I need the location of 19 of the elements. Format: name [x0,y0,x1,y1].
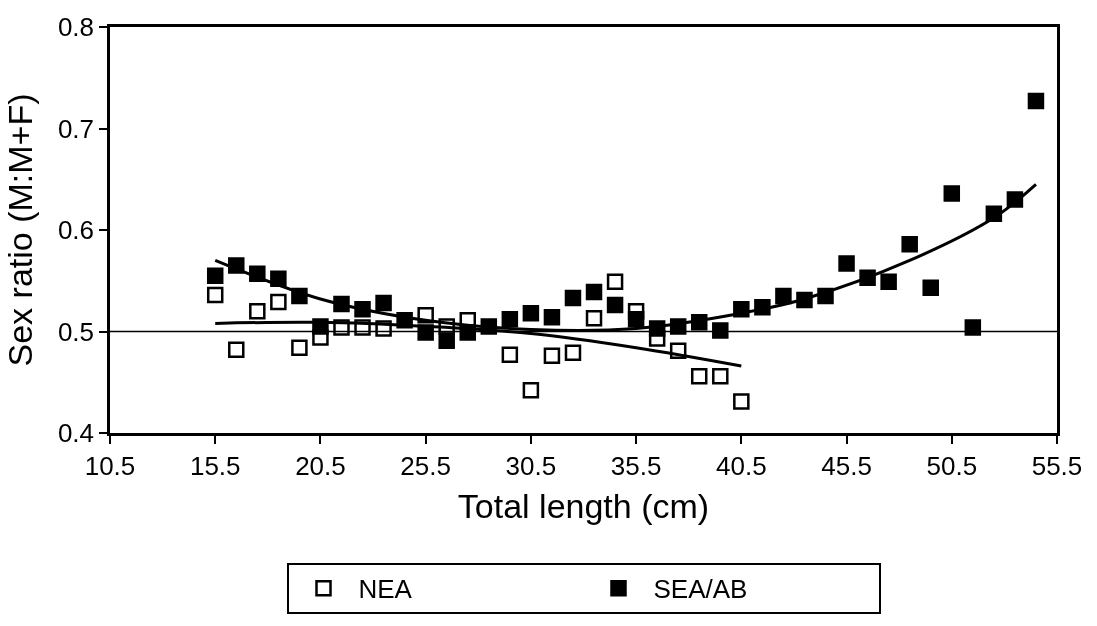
x-tick-label: 45.5 [821,450,872,481]
x-tick-label: 30.5 [505,450,557,481]
x-axis-title: Total length (cm) [457,487,710,526]
x-tick-label: 35.5 [610,450,662,481]
legend-label: NEA [358,574,413,605]
x-tick-label: 20.5 [295,450,346,481]
x-tick-label: 40.5 [716,450,767,481]
y-tick-label: 0.7 [57,113,95,144]
x-tick-label: 10.5 [84,450,136,481]
x-tick-label: 55.5 [1031,450,1083,481]
y-axis-title: Sex ratio (M:M+F) [1,93,40,367]
x-tick-label: 50.5 [926,450,978,481]
legend-label: SEA/AB [653,574,748,605]
x-tick-label: 25.5 [400,450,451,481]
y-tick-label: 0.5 [57,316,95,347]
y-tick-label: 0.4 [57,418,95,449]
y-tick-label: 0.6 [57,215,95,246]
x-tick-label: 15.5 [189,450,241,481]
y-tick-label: 0.8 [57,12,95,43]
